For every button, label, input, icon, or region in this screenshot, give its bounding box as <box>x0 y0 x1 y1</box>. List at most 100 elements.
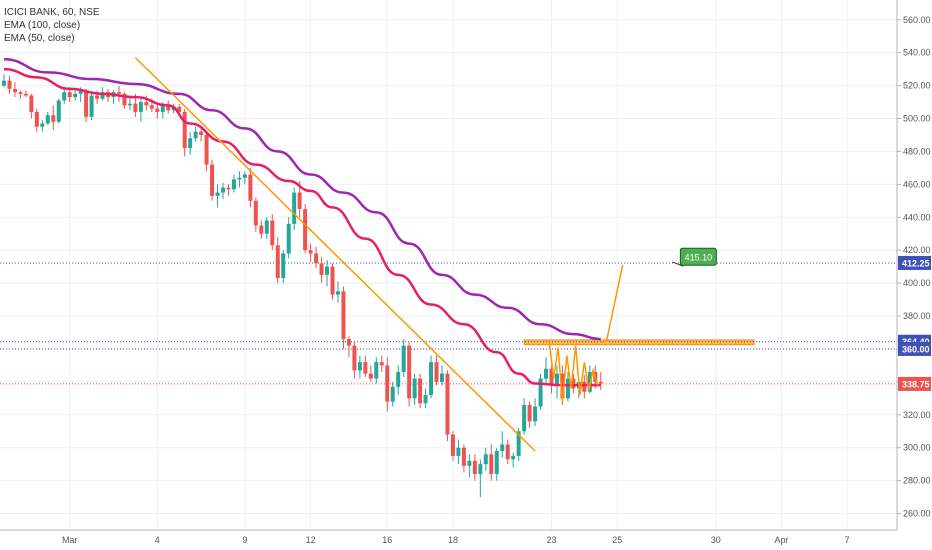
candle-body <box>18 92 23 94</box>
candle-body <box>544 368 549 379</box>
candle-body <box>423 395 428 404</box>
price-tick-label: 500.00 <box>903 114 931 124</box>
ema50-line <box>3 67 601 387</box>
time-tick-label: 4 <box>155 535 160 545</box>
candle-body <box>286 223 291 254</box>
candle-body <box>193 131 198 139</box>
breakout-projection-line[interactable] <box>605 264 624 343</box>
consolidation-zigzag[interactable] <box>548 342 599 402</box>
candle-body <box>12 88 17 93</box>
price-tick-label: 260.00 <box>903 509 931 519</box>
downtrend-line[interactable] <box>134 57 536 452</box>
candle-body <box>390 386 395 402</box>
candle-body <box>549 368 554 386</box>
price-tick-label: 440.00 <box>903 212 931 222</box>
time-tick-label: 9 <box>242 535 247 545</box>
candle-body <box>335 291 340 295</box>
candle-body <box>160 105 165 112</box>
candle-body <box>341 291 346 340</box>
candle-body <box>554 373 559 386</box>
price-callout[interactable]: 415.10 <box>672 247 717 267</box>
candle-body <box>500 444 505 451</box>
time-tick-label: 25 <box>612 535 622 545</box>
price-axis[interactable]: 560.00 540.00 520.00 500.00 480.00 460.00 440.… <box>896 0 932 530</box>
candle-body <box>461 447 466 466</box>
candle-body <box>582 381 587 392</box>
candle-body <box>598 381 603 384</box>
candle-body <box>396 371 401 387</box>
price-tag-360-00-text: 360.00 <box>902 344 930 354</box>
candle-body <box>418 378 423 404</box>
candle-body <box>330 266 335 295</box>
price-tag-360-00-bg[interactable] <box>898 341 931 356</box>
current-price-tag-text: 338.75 <box>902 379 930 389</box>
candle-body <box>210 164 215 196</box>
price-tick-label: 300.00 <box>903 443 931 453</box>
candle-body <box>62 92 67 101</box>
candle-body <box>199 131 204 135</box>
candle-body <box>248 174 253 201</box>
candle-body <box>489 454 494 475</box>
candle-body <box>379 362 384 366</box>
candle-body <box>231 179 236 190</box>
candle-body <box>456 447 461 456</box>
candle-body <box>346 339 351 346</box>
candle-body <box>78 90 83 94</box>
time-tick-label: 16 <box>382 535 392 545</box>
candle-body <box>357 362 362 371</box>
candle-body <box>259 225 264 234</box>
candle-body <box>319 263 324 275</box>
candle-body <box>494 450 499 475</box>
time-axis-bg <box>0 530 932 550</box>
time-tick-label: 18 <box>448 535 458 545</box>
chart-legend: ICICI BANK, 60, NSE EMA (100, close) EMA… <box>4 6 100 45</box>
price-tick-label: 480.00 <box>903 146 931 156</box>
candle-body <box>144 102 149 106</box>
candle-body <box>440 373 444 382</box>
legend-ema50[interactable]: EMA (50, close) <box>4 33 75 44</box>
candle-body <box>264 220 269 234</box>
candle-body <box>133 103 138 112</box>
candle-body <box>434 362 439 382</box>
time-tick-label: 30 <box>711 535 721 545</box>
candle-body <box>84 90 89 117</box>
candle-body <box>270 220 275 246</box>
resistance-zone[interactable] <box>523 339 755 346</box>
drawings[interactable] <box>134 57 624 452</box>
current-price-tag-bg[interactable] <box>898 376 931 391</box>
candle-body <box>374 362 379 379</box>
horizontal-levels[interactable] <box>0 262 897 385</box>
legend-ema100[interactable]: EMA (100, close) <box>4 20 81 31</box>
grid <box>0 0 897 530</box>
resistance-zone-rect[interactable] <box>523 339 755 346</box>
legend-symbol[interactable]: ICICI BANK, 60, NSE <box>4 7 100 18</box>
price-tag-412-25-text: 412.25 <box>902 258 930 268</box>
candle-body <box>275 245 280 279</box>
candle-body <box>116 92 121 94</box>
callout-text: 415.10 <box>685 252 713 262</box>
candle-body <box>308 250 313 254</box>
candle-body <box>363 362 368 374</box>
price-tag-412-25-bg[interactable] <box>898 255 931 270</box>
candle-body <box>505 444 510 460</box>
time-tick-label: Mar <box>62 535 78 545</box>
candle-body <box>182 111 187 149</box>
candle-body <box>226 187 231 190</box>
candle-body <box>95 95 100 99</box>
candle-body <box>2 80 6 86</box>
time-tick-label: 7 <box>845 535 850 545</box>
candle-body <box>7 80 12 89</box>
candle-body <box>303 209 308 251</box>
candle-body <box>149 105 154 109</box>
callout-box[interactable] <box>679 247 717 266</box>
candle-body <box>314 253 319 264</box>
candle-body <box>297 192 302 210</box>
time-axis[interactable]: Mar49121618232530Apr713 <box>0 529 932 550</box>
candle-body <box>23 93 28 96</box>
candle-body <box>188 138 193 149</box>
candle-body <box>522 404 527 432</box>
price-tick-label: 320.00 <box>903 410 931 420</box>
price-tick-label: 460.00 <box>903 179 931 189</box>
candle-body <box>325 266 330 275</box>
